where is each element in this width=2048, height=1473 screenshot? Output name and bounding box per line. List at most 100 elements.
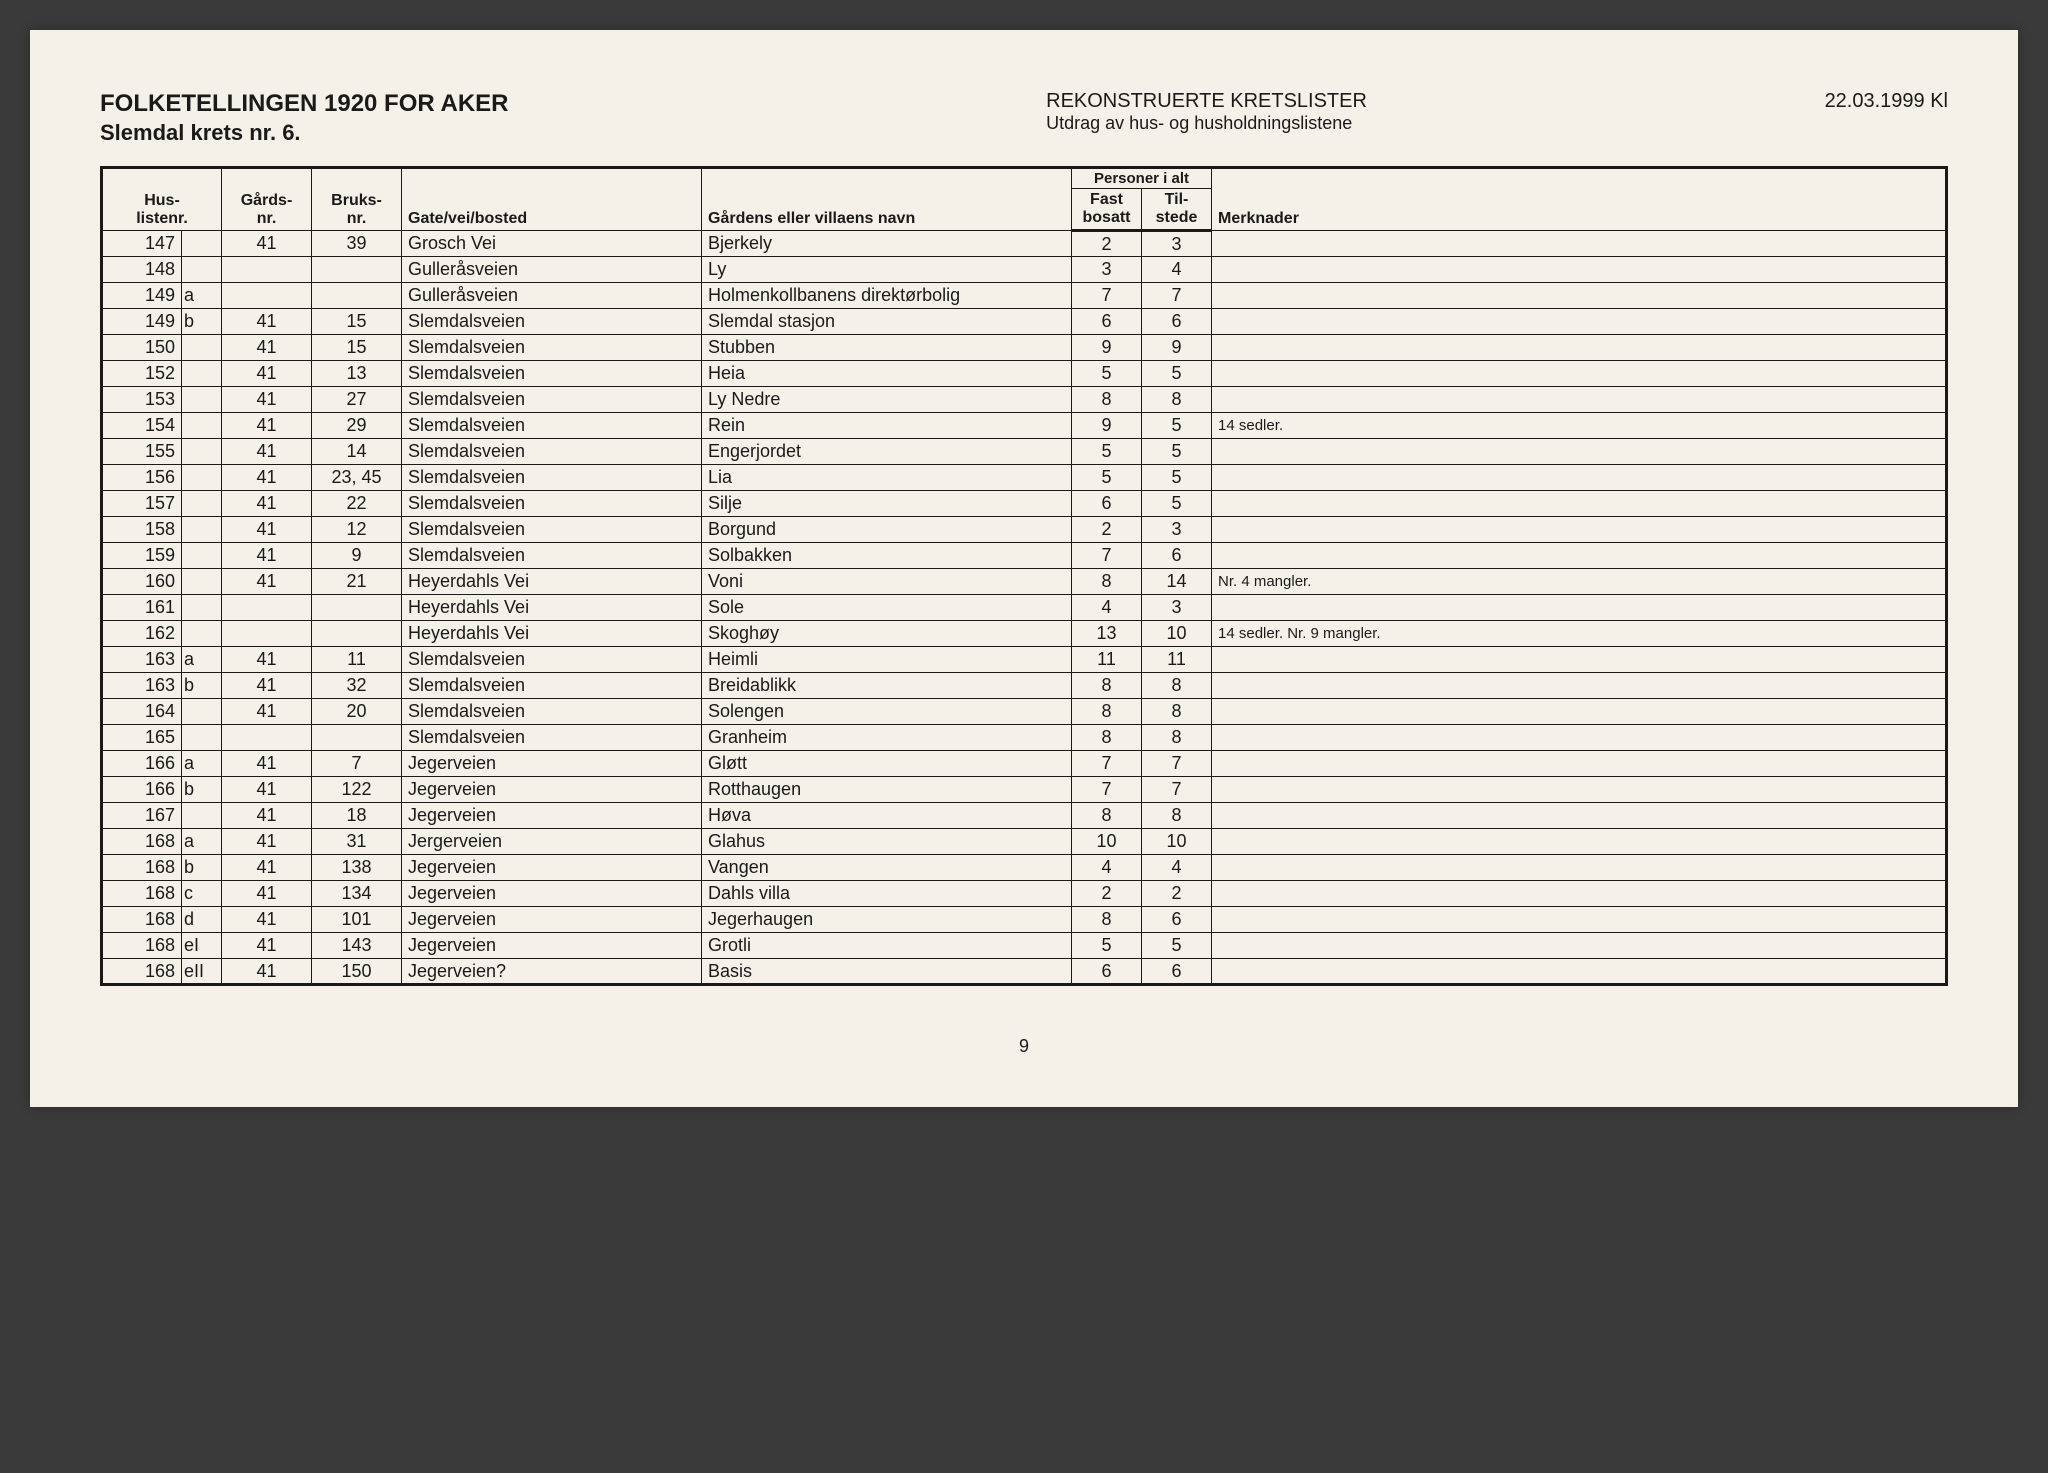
col-gate: Gate/vei/bosted (402, 168, 702, 231)
cell-huslistenr: 157 (102, 491, 182, 517)
cell-navn: Solbakken (702, 543, 1072, 569)
cell-gate: Heyerdahls Vei (402, 595, 702, 621)
col-tilstede: Til- stede (1142, 189, 1212, 231)
cell-tilstede: 6 (1142, 959, 1212, 985)
cell-suffix (182, 413, 222, 439)
cell-merknader (1212, 959, 1947, 985)
cell-suffix (182, 439, 222, 465)
title-sub: Slemdal krets nr. 6. (100, 120, 509, 146)
cell-huslistenr: 155 (102, 439, 182, 465)
cell-suffix: a (182, 751, 222, 777)
cell-bruksnr: 18 (312, 803, 402, 829)
table-row: 168eI41143JegerveienGrotli55 (102, 933, 1947, 959)
cell-tilstede: 5 (1142, 439, 1212, 465)
cell-suffix (182, 465, 222, 491)
cell-navn: Bjerkely (702, 231, 1072, 257)
cell-huslistenr: 156 (102, 465, 182, 491)
cell-gardsnr: 41 (222, 231, 312, 257)
cell-suffix (182, 569, 222, 595)
cell-suffix (182, 491, 222, 517)
table-row: 1544129SlemdalsveienRein9514 sedler. (102, 413, 1947, 439)
cell-bruksnr: 32 (312, 673, 402, 699)
cell-fast: 7 (1072, 283, 1142, 309)
col-gardsnr: Gårds- nr. (222, 168, 312, 231)
cell-navn: Holmenkollbanens direktørbolig (702, 283, 1072, 309)
cell-suffix: a (182, 283, 222, 309)
center-title: REKONSTRUERTE KRETSLISTER (1046, 90, 1367, 113)
cell-suffix: eII (182, 959, 222, 985)
cell-gate: Slemdalsveien (402, 725, 702, 751)
cell-suffix (182, 335, 222, 361)
cell-gate: Grosch Vei (402, 231, 702, 257)
cell-huslistenr: 168 (102, 855, 182, 881)
cell-tilstede: 8 (1142, 803, 1212, 829)
cell-huslistenr: 164 (102, 699, 182, 725)
cell-bruksnr: 134 (312, 881, 402, 907)
cell-gate: Slemdalsveien (402, 309, 702, 335)
cell-navn: Sole (702, 595, 1072, 621)
cell-gate: Slemdalsveien (402, 387, 702, 413)
table-row: 161Heyerdahls VeiSole43 (102, 595, 1947, 621)
cell-fast: 2 (1072, 231, 1142, 257)
cell-bruksnr: 101 (312, 907, 402, 933)
table-row: 162Heyerdahls VeiSkoghøy131014 sedler. N… (102, 621, 1947, 647)
col-huslistenr: Hus- listenr. (102, 168, 222, 231)
cell-fast: 8 (1072, 673, 1142, 699)
cell-tilstede: 6 (1142, 309, 1212, 335)
cell-fast: 13 (1072, 621, 1142, 647)
cell-tilstede: 9 (1142, 335, 1212, 361)
cell-fast: 8 (1072, 387, 1142, 413)
cell-suffix: b (182, 777, 222, 803)
table-row: 1644120SlemdalsveienSolengen88 (102, 699, 1947, 725)
cell-huslistenr: 153 (102, 387, 182, 413)
cell-fast: 8 (1072, 803, 1142, 829)
cell-bruksnr: 15 (312, 335, 402, 361)
cell-navn: Gløtt (702, 751, 1072, 777)
header-right: 22.03.1999 Kl (1825, 90, 1948, 113)
cell-navn: Heia (702, 361, 1072, 387)
cell-tilstede: 14 (1142, 569, 1212, 595)
cell-merknader (1212, 543, 1947, 569)
cell-gardsnr (222, 283, 312, 309)
cell-bruksnr: 138 (312, 855, 402, 881)
cell-gardsnr: 41 (222, 439, 312, 465)
table-row: 1574122SlemdalsveienSilje65 (102, 491, 1947, 517)
cell-huslistenr: 154 (102, 413, 182, 439)
table-header: Hus- listenr. Gårds- nr. Bruks- nr. Gate… (102, 168, 1947, 231)
cell-gate: Heyerdahls Vei (402, 621, 702, 647)
cell-gate: Slemdalsveien (402, 335, 702, 361)
cell-tilstede: 11 (1142, 647, 1212, 673)
cell-gate: Slemdalsveien (402, 673, 702, 699)
cell-gardsnr (222, 725, 312, 751)
cell-gardsnr: 41 (222, 543, 312, 569)
table-row: 166a417JegerveienGløtt77 (102, 751, 1947, 777)
cell-tilstede: 2 (1142, 881, 1212, 907)
table-row: 1504115SlemdalsveienStubben99 (102, 335, 1947, 361)
cell-merknader (1212, 881, 1947, 907)
cell-navn: Silje (702, 491, 1072, 517)
cell-suffix: b (182, 673, 222, 699)
cell-fast: 6 (1072, 959, 1142, 985)
cell-suffix (182, 231, 222, 257)
cell-huslistenr: 158 (102, 517, 182, 543)
cell-gardsnr: 41 (222, 335, 312, 361)
cell-suffix (182, 257, 222, 283)
table-row: 1474139Grosch VeiBjerkely23 (102, 231, 1947, 257)
cell-merknader: 14 sedler. Nr. 9 mangler. (1212, 621, 1947, 647)
cell-bruksnr: 21 (312, 569, 402, 595)
cell-bruksnr: 7 (312, 751, 402, 777)
table-row: 168eII41150Jegerveien?Basis66 (102, 959, 1947, 985)
cell-merknader (1212, 491, 1947, 517)
cell-gardsnr: 41 (222, 933, 312, 959)
cell-huslistenr: 160 (102, 569, 182, 595)
cell-fast: 5 (1072, 933, 1142, 959)
cell-gardsnr: 41 (222, 413, 312, 439)
cell-fast: 8 (1072, 907, 1142, 933)
cell-suffix (182, 621, 222, 647)
cell-bruksnr: 22 (312, 491, 402, 517)
table-row: 168d41101JegerveienJegerhaugen86 (102, 907, 1947, 933)
cell-huslistenr: 165 (102, 725, 182, 751)
cell-navn: Solengen (702, 699, 1072, 725)
cell-huslistenr: 166 (102, 751, 182, 777)
cell-tilstede: 8 (1142, 725, 1212, 751)
